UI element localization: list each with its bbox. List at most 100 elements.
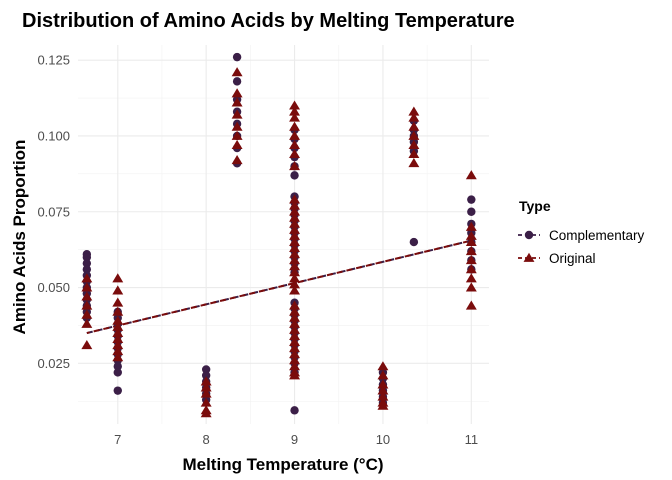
data-point: [467, 207, 476, 216]
data-point: [82, 265, 92, 274]
data-point: [290, 406, 299, 415]
legend-label: Original: [549, 251, 596, 266]
data-point: [465, 282, 477, 292]
data-point: [289, 306, 301, 316]
data-point: [465, 170, 477, 180]
data-point: [465, 273, 477, 283]
data-point: [289, 200, 301, 210]
legend-items: Complementary Original: [518, 228, 645, 266]
data-point: [82, 259, 92, 268]
data-point: [465, 255, 477, 265]
data-point: [289, 100, 301, 110]
trend-line-complementary: [86, 239, 472, 335]
data-point: [81, 291, 93, 301]
data-point: [112, 297, 124, 307]
data-point: [201, 371, 211, 380]
trend-lines: [86, 239, 472, 335]
data-point: [200, 408, 212, 418]
data-point: [81, 300, 93, 310]
data-point: [289, 130, 301, 140]
data-point: [465, 300, 477, 310]
data-point: [289, 121, 301, 131]
data-point: [289, 236, 301, 246]
data-point: [289, 161, 301, 171]
x-tick-label: 11: [465, 432, 479, 447]
x-tick-label: 8: [203, 432, 210, 447]
data-point: [465, 230, 477, 240]
x-tick-label: 10: [376, 432, 390, 447]
data-point: [289, 336, 301, 347]
data-point: [289, 139, 301, 149]
data-point: [408, 158, 420, 168]
legend-item-original: Original: [518, 251, 596, 266]
data-point: [289, 224, 301, 234]
y-axis-ticks: 0.025 0.050 0.075 0.100 0.125: [37, 53, 70, 371]
data-point: [81, 273, 93, 283]
trend-line-original: [86, 239, 472, 335]
data-point: [200, 382, 212, 392]
data-point: [81, 309, 93, 319]
y-tick-label: 0.050: [37, 280, 70, 295]
data-point: [82, 253, 92, 262]
legend: Type Complementary Original: [518, 198, 645, 266]
data-point: [232, 77, 242, 86]
legend-label: Complementary: [549, 228, 645, 243]
data-point: [231, 121, 243, 131]
data-point: [289, 267, 301, 277]
data-point: [231, 67, 243, 77]
data-point: [289, 279, 301, 289]
data-point: [409, 237, 419, 247]
data-point: [289, 249, 301, 259]
data-point: [289, 261, 301, 271]
y-tick-label: 0.100: [37, 128, 70, 143]
data-point: [112, 285, 124, 295]
data-point: [408, 121, 420, 131]
chart-title: Distribution of Amino Acids by Melting T…: [22, 10, 515, 32]
series-complementary: [82, 52, 476, 415]
data-points: [81, 52, 477, 418]
data-point: [408, 106, 420, 116]
x-axis-title: Melting Temperature (°C): [182, 455, 383, 474]
data-point: [231, 130, 243, 140]
data-point: [289, 361, 301, 371]
data-point: [289, 194, 301, 204]
data-point: [377, 361, 389, 371]
data-point: [289, 106, 301, 116]
data-point: [289, 318, 301, 328]
data-point: [289, 148, 301, 159]
data-point: [112, 315, 124, 325]
data-point: [408, 130, 420, 140]
y-tick-label: 0.125: [37, 53, 70, 68]
legend-circle-icon: [524, 230, 534, 240]
data-point: [289, 230, 301, 240]
data-point: [289, 370, 301, 380]
data-point: [377, 391, 389, 401]
x-axis-ticks: 7 8 9 10 11: [114, 432, 478, 447]
data-point: [200, 376, 212, 386]
data-point: [113, 368, 122, 377]
y-tick-label: 0.075: [37, 204, 70, 219]
data-point: [231, 88, 243, 98]
data-point: [113, 362, 122, 371]
x-tick-label: 7: [114, 432, 121, 447]
data-point: [112, 306, 124, 316]
data-point: [465, 264, 477, 274]
data-point: [112, 352, 124, 362]
data-point: [289, 285, 301, 295]
data-point: [289, 212, 301, 222]
data-point: [81, 339, 93, 350]
data-point: [465, 221, 477, 231]
data-point: [289, 324, 301, 334]
legend-title: Type: [519, 198, 551, 214]
data-point: [467, 195, 476, 204]
y-axis-title: Amino Acids Proportion: [10, 140, 29, 335]
data-point: [377, 370, 389, 380]
data-point: [231, 139, 243, 149]
data-point: [377, 379, 389, 389]
data-point: [200, 397, 212, 407]
y-tick-label: 0.025: [37, 356, 70, 371]
data-point: [231, 97, 243, 107]
series-original: [81, 67, 477, 418]
data-point: [112, 339, 124, 350]
data-point: [112, 333, 124, 344]
